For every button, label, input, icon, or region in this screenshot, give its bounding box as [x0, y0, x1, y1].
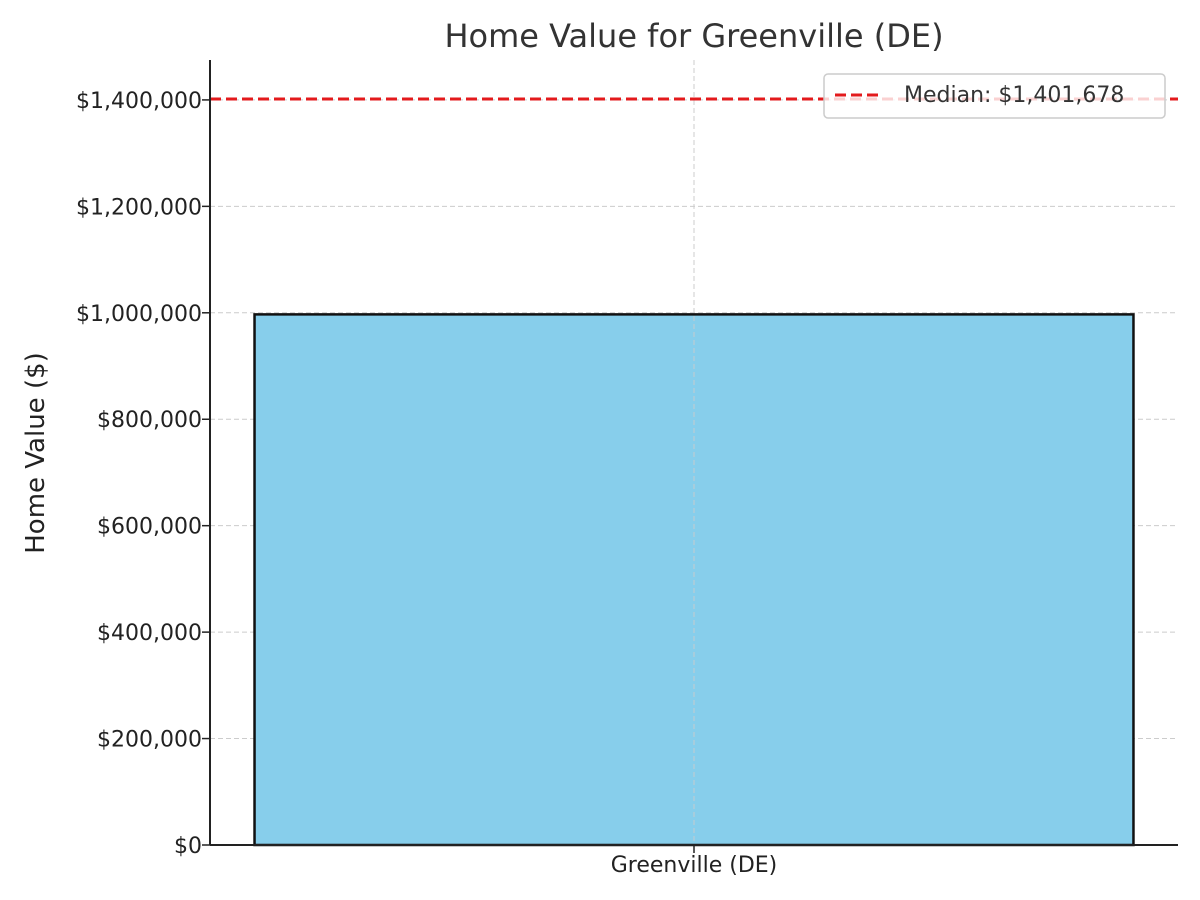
- y-tick-label: $1,200,000: [76, 195, 202, 220]
- chart-title: Home Value for Greenville (DE): [444, 17, 943, 55]
- axes: [202, 60, 1178, 853]
- y-tick-label: $800,000: [97, 408, 202, 433]
- tick-labels: $0 $200,000 $400,000 $600,000 $800,000 $1,000…: [76, 89, 777, 878]
- y-tick-label: $1,400,000: [76, 89, 202, 114]
- y-tick-label: $400,000: [97, 621, 202, 646]
- legend-box: [823, 73, 1166, 119]
- y-axis-label: Home Value ($): [21, 352, 51, 554]
- legend: Median: $1,401,678: [823, 73, 1166, 119]
- legend-median-label: Median: $1,401,678: [904, 83, 1124, 108]
- y-tick-label: $600,000: [97, 515, 202, 540]
- y-tick-label: $1,000,000: [76, 302, 202, 327]
- y-tick-label: $0: [174, 834, 202, 859]
- x-tick-label: Greenville (DE): [611, 853, 778, 878]
- bars: [253, 60, 1135, 847]
- y-tick-label: $200,000: [97, 728, 202, 753]
